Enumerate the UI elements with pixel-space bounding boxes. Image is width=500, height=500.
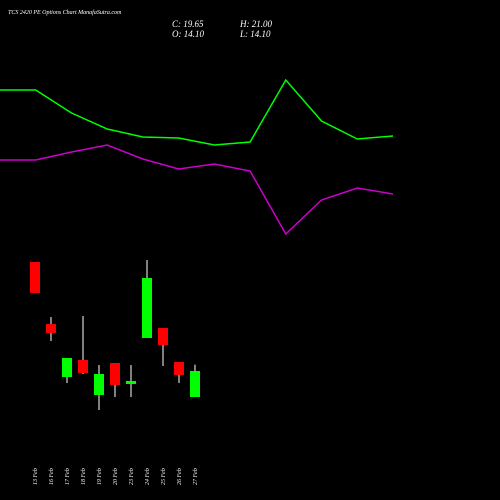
- open-label: O: 14.10: [172, 29, 204, 39]
- candle-body: [158, 328, 168, 346]
- band-line: [0, 144, 394, 236]
- candle-body: [94, 374, 104, 395]
- candle-body: [190, 371, 200, 398]
- x-tick-label: 27 Feb: [193, 468, 199, 485]
- candle-body: [110, 362, 120, 386]
- x-tick-label: 19 Feb: [97, 468, 103, 485]
- x-tick-label: 16 Feb: [49, 468, 55, 485]
- band-line: [0, 78, 394, 146]
- candle-body: [62, 357, 72, 378]
- candle-body: [174, 362, 184, 375]
- low-label: L: 14.10: [239, 29, 271, 39]
- x-tick-label: 25 Feb: [161, 468, 167, 485]
- x-tick-label: 26 Feb: [177, 468, 183, 485]
- x-tick-label: 24 Feb: [144, 468, 151, 485]
- x-tick-label: 23 Feb: [129, 468, 135, 485]
- x-tick-label: 20 Feb: [113, 468, 119, 485]
- candle-body: [142, 277, 152, 338]
- candle-body: [126, 380, 136, 384]
- chart-title: TCS 2420 PE Options Chart ManafaSutra.co…: [8, 9, 122, 16]
- x-tick-label: 18 Feb: [81, 468, 87, 485]
- high-label: H: 21.00: [239, 19, 272, 29]
- x-tick-label: 17 Feb: [65, 468, 71, 485]
- x-tick-label: 13 Feb: [33, 468, 39, 485]
- candle-body: [46, 323, 56, 334]
- candle-body: [30, 262, 40, 294]
- candle-body: [78, 360, 88, 374]
- close-label: C: 19.65: [172, 19, 204, 29]
